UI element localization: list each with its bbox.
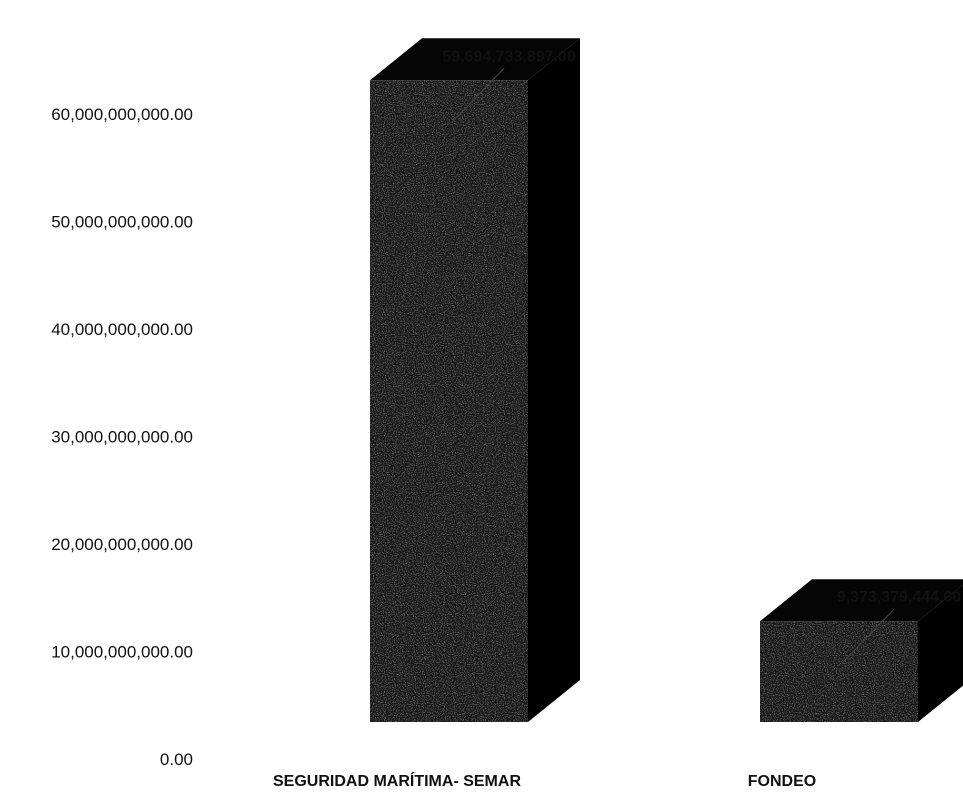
bar-top-face [760, 579, 963, 622]
y-tick-label: 40,000,000,000.00 [51, 320, 193, 339]
bar: 9,373,379,444.00 [760, 579, 963, 722]
y-tick-label: 50,000,000,000.00 [51, 213, 193, 232]
x-category-label: SEGURIDAD MARÍTIMA- SEMAR [273, 771, 521, 790]
bars: 59,694,733,897.00 9,373,379,444.00 [370, 38, 963, 722]
y-tick-label: 60,000,000,000.00 [51, 105, 193, 124]
y-tick-label: 10,000,000,000.00 [51, 643, 193, 662]
y-tick-label: 30,000,000,000.00 [51, 428, 193, 447]
bar-side-face [528, 38, 580, 722]
bar-front-face [760, 621, 918, 722]
x-category-label: FONDEO [748, 773, 816, 790]
data-label-leader-line [451, 67, 505, 123]
x-axis: SEGURIDAD MARÍTIMA- SEMAR FONDEO [273, 771, 816, 790]
bar-side-face [918, 584, 963, 722]
data-label: 59,694,733,897.00 [442, 48, 576, 65]
bar: 59,694,733,897.00 [370, 38, 580, 722]
bar-top-face [370, 38, 580, 81]
bar-front-face [370, 80, 528, 722]
y-tick-label: 20,000,000,000.00 [51, 535, 193, 554]
y-tick-label: 0.00 [160, 750, 193, 769]
data-label-leader-line [841, 608, 895, 664]
data-label: 9,373,379,444.00 [837, 589, 962, 606]
y-axis: 0.00 10,000,000,000.00 20,000,000,000.00 30… [51, 105, 193, 769]
